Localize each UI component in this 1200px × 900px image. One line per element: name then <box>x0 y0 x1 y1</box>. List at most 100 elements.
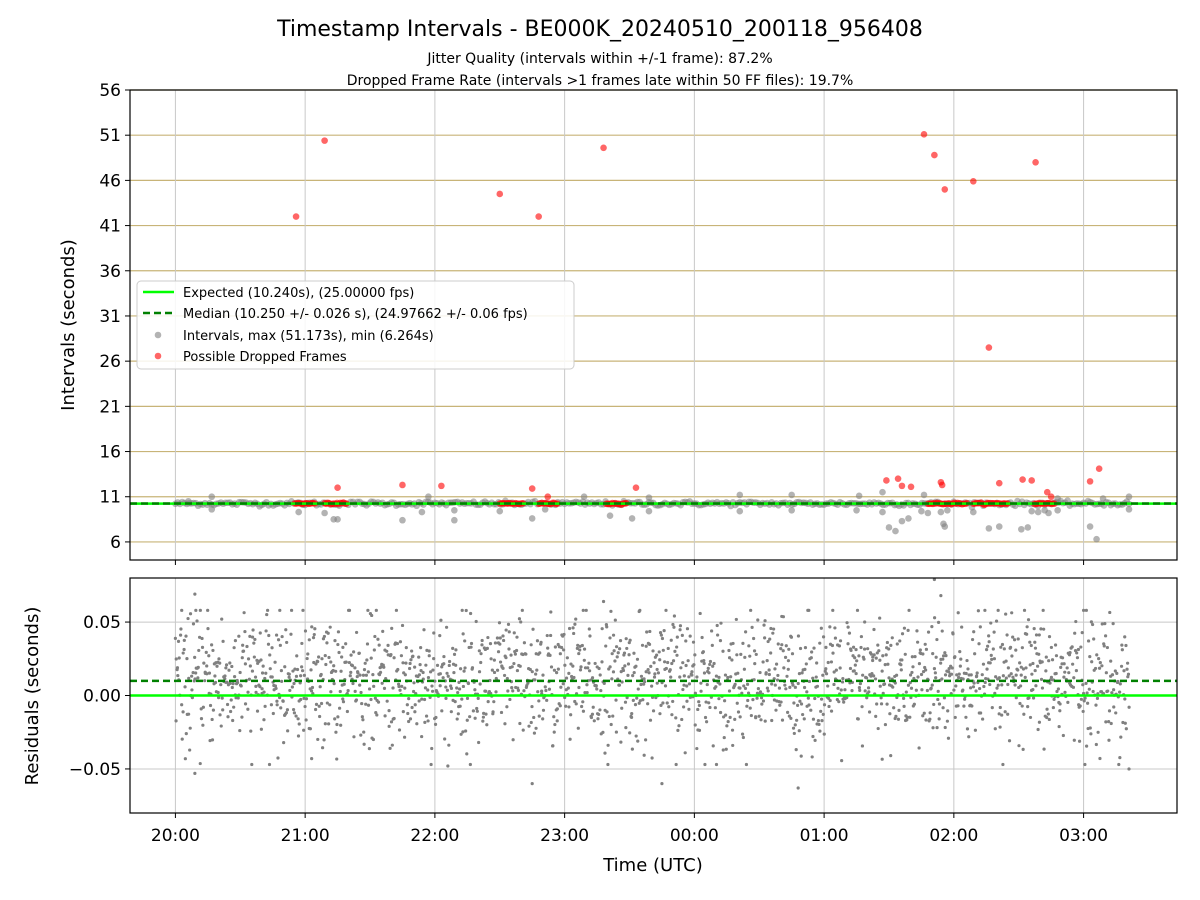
dropped-frame-point <box>528 485 536 492</box>
residual-point <box>837 700 841 704</box>
residual-point <box>696 707 700 712</box>
residual-point <box>312 632 316 637</box>
residual-point <box>800 671 804 675</box>
residual-point <box>333 717 337 721</box>
residual-point <box>198 761 202 766</box>
residual-point <box>727 656 732 660</box>
interval-point <box>879 488 886 496</box>
residual-point <box>194 608 198 612</box>
residual-point <box>700 635 704 640</box>
residual-point <box>549 610 553 614</box>
residual-point <box>252 641 256 645</box>
residual-point <box>1061 733 1065 738</box>
residual-point <box>236 680 240 685</box>
residual-point <box>391 686 395 690</box>
residual-point <box>367 747 371 751</box>
residual-point <box>693 723 697 727</box>
residual-point <box>357 651 361 655</box>
residual-point <box>1124 727 1128 731</box>
residual-point <box>1026 618 1031 622</box>
residual-point <box>318 685 322 689</box>
residual-point <box>796 786 800 790</box>
residual-point <box>795 718 799 722</box>
residual-point <box>831 651 835 655</box>
residual-point <box>772 627 776 631</box>
residual-point <box>567 705 571 709</box>
residual-point <box>1091 622 1095 627</box>
residual-point <box>751 698 755 702</box>
residual-point <box>1024 666 1028 670</box>
residual-point <box>185 657 189 661</box>
residual-point <box>310 685 315 690</box>
residual-point <box>412 681 416 685</box>
residual-point <box>193 655 197 659</box>
residual-point <box>665 701 669 705</box>
residual-point <box>466 681 471 686</box>
residual-point <box>359 690 363 695</box>
residual-point <box>611 633 616 637</box>
residual-point <box>1057 724 1061 729</box>
residual-point <box>726 675 730 680</box>
residual-point <box>839 688 843 692</box>
residual-point <box>432 631 436 635</box>
residual-point <box>390 626 394 630</box>
residual-point <box>604 644 608 648</box>
residual-point <box>1011 635 1015 639</box>
residual-point <box>332 664 336 668</box>
residual-point <box>322 738 326 742</box>
residual-point <box>1083 762 1087 767</box>
residual-point <box>408 661 412 666</box>
residual-point <box>802 717 806 721</box>
residual-point <box>275 703 279 707</box>
residual-point <box>1036 664 1040 668</box>
residual-point <box>872 627 876 632</box>
residual-point <box>382 686 387 690</box>
residual-point <box>1081 608 1086 612</box>
residual-point <box>475 709 479 713</box>
residual-point <box>206 627 210 631</box>
interval-point <box>208 493 216 501</box>
residual-point <box>410 649 414 653</box>
residual-point <box>1093 666 1098 671</box>
residual-point <box>599 688 603 693</box>
residual-point <box>996 683 1000 687</box>
x-tick-label: 02:00 <box>929 826 978 846</box>
residual-point <box>199 717 204 721</box>
residual-point <box>1030 672 1034 676</box>
residual-point <box>680 633 684 637</box>
residual-point <box>581 709 586 713</box>
residual-point <box>571 626 575 630</box>
residual-point <box>372 684 376 688</box>
residual-point <box>663 660 667 664</box>
residual-point <box>469 641 474 646</box>
residual-point <box>773 683 777 687</box>
residual-point <box>910 670 914 675</box>
residual-point <box>196 665 200 669</box>
residual-point <box>401 661 405 665</box>
residual-point <box>446 674 450 678</box>
residual-point <box>730 728 735 732</box>
residual-point <box>243 702 248 706</box>
residual-point <box>447 663 451 668</box>
residual-point <box>803 667 807 671</box>
dropped-frame-point <box>544 493 552 501</box>
residual-point <box>730 658 734 662</box>
residual-point <box>723 699 727 703</box>
residual-point <box>465 718 469 722</box>
residual-point <box>501 666 505 670</box>
residual-point <box>984 648 989 652</box>
residual-point <box>522 689 526 693</box>
intervals-y-axis-label: Intervals (seconds) <box>58 239 79 411</box>
residual-point <box>787 647 791 651</box>
residual-point <box>936 620 941 624</box>
residual-point <box>377 643 381 647</box>
residual-point <box>767 668 771 672</box>
residual-point <box>439 618 443 622</box>
residual-point <box>989 621 993 625</box>
residuals-y-tick-label: 0.05 <box>83 613 121 633</box>
residual-point <box>200 645 205 650</box>
residual-point <box>1010 654 1014 658</box>
residual-point <box>1019 665 1023 669</box>
residual-point <box>744 762 749 767</box>
residual-point <box>950 666 954 670</box>
